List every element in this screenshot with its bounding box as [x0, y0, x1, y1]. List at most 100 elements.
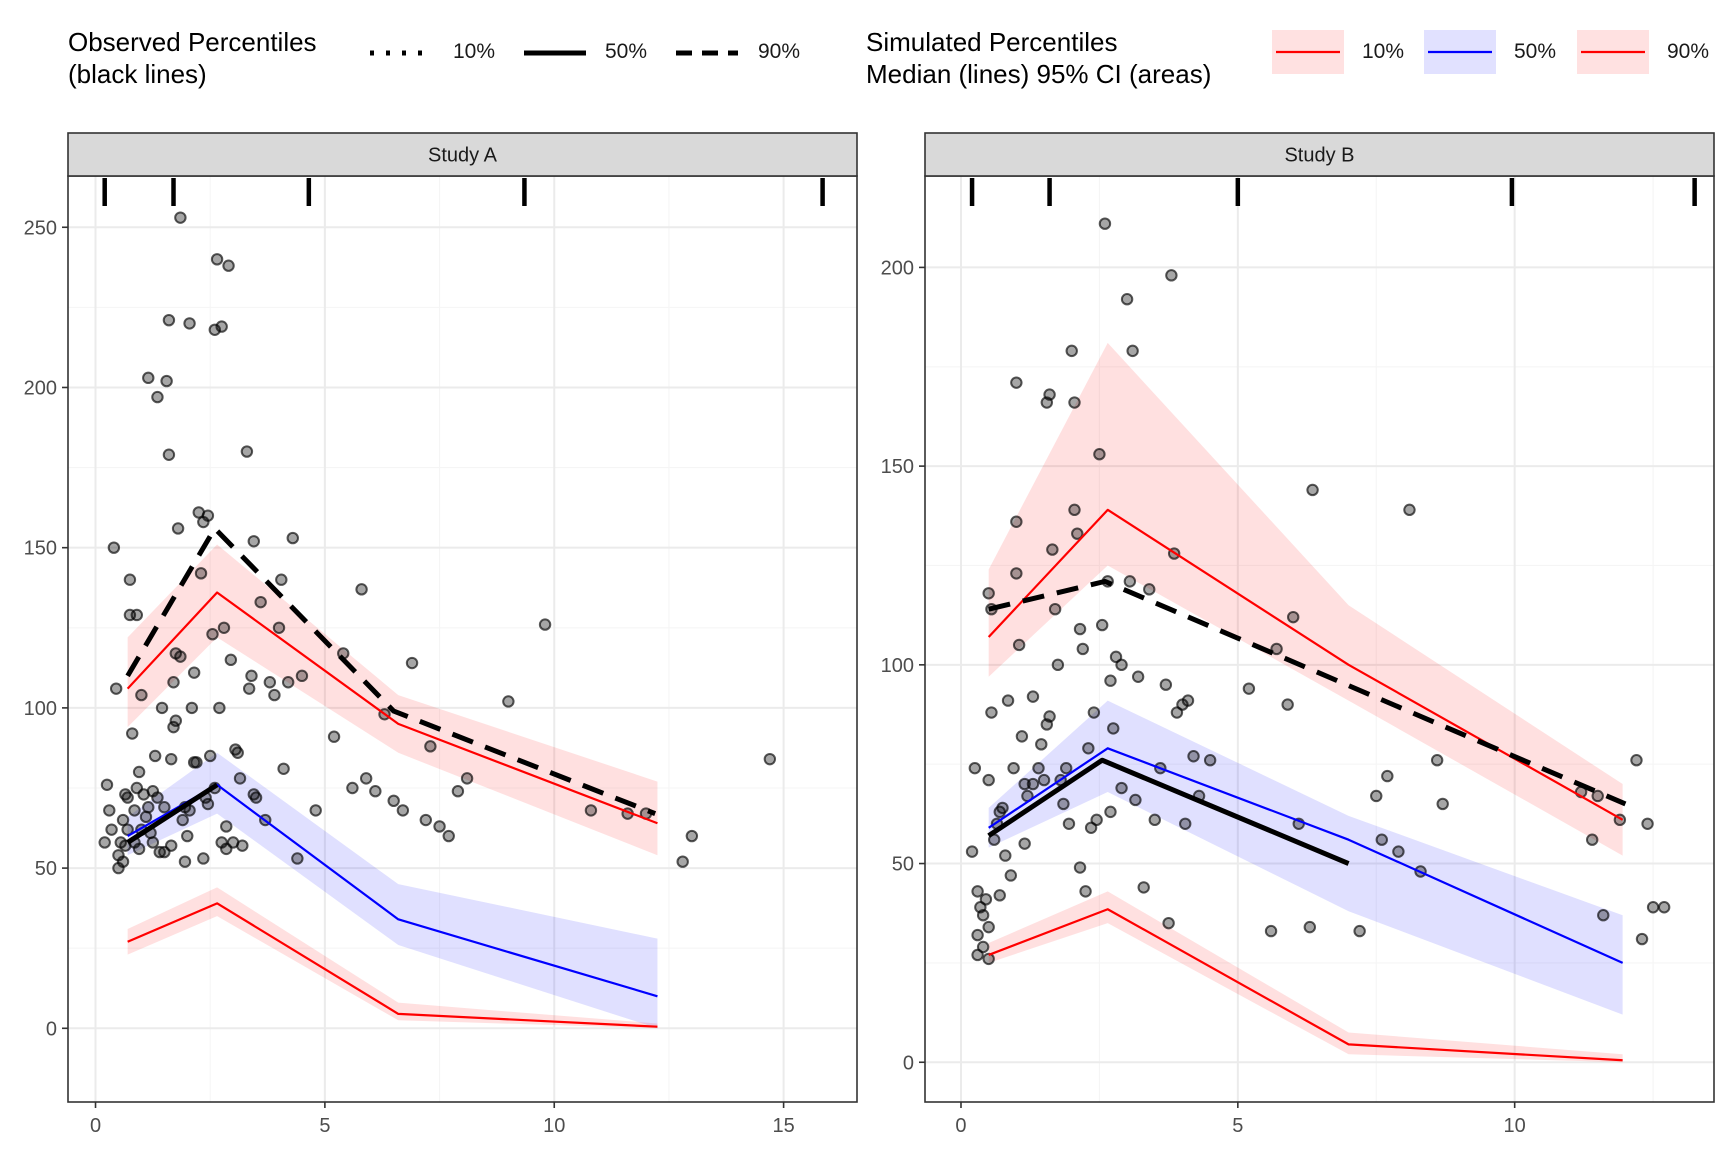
observed-point [128, 804, 141, 817]
observed-50-legend-key [524, 50, 586, 56]
observed-point [1012, 638, 1026, 652]
y-tick-label: 200 [24, 377, 57, 399]
observed-point [165, 752, 178, 766]
observed-point [982, 773, 995, 787]
simulated-legend-title-line2: Median (lines) 95% CI (areas) [866, 59, 1212, 89]
facet-strip [67, 132, 858, 177]
observed-point [1093, 447, 1106, 461]
observed-point [996, 801, 1009, 815]
y-tick-label: 250 [24, 217, 57, 239]
observed-point [584, 804, 598, 817]
observed-point [1179, 817, 1192, 831]
observed-point [135, 688, 148, 702]
observed-point [1062, 817, 1076, 831]
observed-point [105, 823, 118, 836]
observed-point [103, 804, 116, 817]
observed-point [1104, 805, 1117, 819]
observed-point [148, 749, 162, 763]
observed-point [286, 531, 299, 545]
observed-point [1353, 924, 1366, 938]
simulated-50-median-line [988, 747, 1624, 964]
observed-point [176, 813, 189, 827]
observed-point [327, 730, 341, 743]
observed-point [183, 317, 196, 330]
observed-90-legend-key [676, 50, 738, 56]
observed-point [291, 852, 304, 865]
observed-point [1129, 793, 1142, 807]
y-tick-label: 0 [46, 1018, 57, 1040]
observed-point [272, 621, 286, 634]
observed-point [1242, 682, 1256, 695]
observed-point [151, 390, 164, 404]
observed-point [206, 627, 219, 641]
observed-point [982, 587, 995, 600]
observed-point [1585, 833, 1599, 846]
observed-point [971, 885, 984, 898]
simulated-50-legend-key [1424, 30, 1496, 74]
observed-point [1043, 388, 1056, 401]
observed-50-line [987, 757, 1350, 866]
observed-point [220, 820, 233, 833]
observed-point [1165, 269, 1178, 282]
observed-point [419, 813, 433, 827]
observed-point [142, 371, 155, 385]
y-tick-label: 100 [24, 698, 57, 720]
observed-50-legend-label: 50% [605, 40, 648, 63]
observed-point [1087, 706, 1101, 719]
observed-point [268, 688, 281, 702]
observed-point [1159, 678, 1173, 691]
observed-point [171, 522, 185, 535]
observed-point [277, 762, 290, 775]
observed-point [451, 784, 465, 798]
observed-point [215, 836, 228, 849]
observed-point [215, 320, 228, 333]
observed-point [132, 842, 146, 856]
y-tick-label: 150 [24, 538, 57, 560]
observed-point [1381, 769, 1394, 783]
observed-point [213, 701, 226, 715]
observed-point [968, 761, 982, 775]
observed-point [1646, 901, 1660, 914]
observed-point [263, 676, 277, 689]
simulated-90-median-line [126, 591, 658, 825]
observed-point [1392, 845, 1405, 858]
observed-point [976, 940, 990, 954]
observed-point [1641, 817, 1654, 831]
observed-point [1001, 694, 1015, 707]
observed-point [985, 706, 998, 719]
observed-point [1430, 754, 1444, 767]
observed-point [405, 656, 419, 670]
observed-point [1126, 344, 1139, 358]
observed-point [1040, 718, 1054, 731]
observed-point [1051, 658, 1065, 672]
observed-point [1657, 901, 1671, 914]
simulated-90-ci-area [988, 342, 1623, 856]
observed-point [240, 445, 254, 458]
observed-point [442, 829, 455, 843]
observed-point [979, 893, 993, 906]
observed-point [155, 701, 169, 715]
observed-point [1370, 789, 1383, 803]
observed-point [174, 650, 187, 663]
observed-point [295, 669, 309, 683]
observed-point [1436, 797, 1449, 811]
observed-point [424, 740, 437, 753]
observed-point [178, 855, 192, 868]
observed-point [1107, 722, 1120, 735]
observed-point [1035, 738, 1048, 751]
observed-point [162, 313, 176, 327]
observed-point [1018, 777, 1031, 791]
observed-point [1032, 761, 1045, 775]
observed-point [387, 794, 400, 808]
observed-point [1162, 916, 1175, 930]
observed-point [1010, 515, 1023, 528]
y-tick-label: 50 [892, 854, 914, 876]
observed-90-legend-label: 90% [758, 40, 801, 63]
observed-legend-title-line2: (black lines) [68, 59, 207, 89]
x-tick-label: 0 [955, 1115, 966, 1137]
observed-point [1148, 813, 1161, 827]
observed-point [1635, 932, 1649, 946]
observed-point [130, 608, 144, 622]
y-tick-label: 100 [881, 655, 914, 677]
